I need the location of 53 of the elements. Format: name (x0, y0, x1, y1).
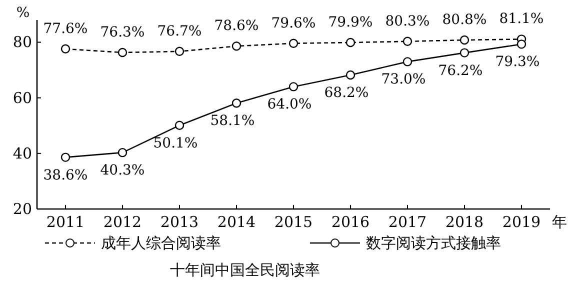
data-label: 58.1% (210, 113, 255, 130)
x-tick-label: 2013 (160, 213, 199, 231)
point (174, 46, 184, 56)
data-label: 78.6% (214, 18, 259, 34)
point (232, 42, 242, 51)
point (118, 148, 128, 158)
x-axis-title: 年 (552, 213, 567, 231)
point (60, 152, 70, 162)
y-tick-label: 20 (12, 200, 32, 218)
y-tick-label: 40 (12, 144, 32, 162)
x-tick-label: 2018 (445, 213, 484, 231)
text: 十年间中国全民阅读率 (170, 261, 320, 279)
data-label: 79.6% (271, 15, 316, 32)
point (174, 120, 184, 130)
point (118, 48, 128, 58)
data-label: 80.3% (385, 13, 430, 30)
y-axis-title: % (16, 5, 30, 21)
x-tick-label: 2019 (502, 213, 541, 231)
legend-label: 成年人综合阅读率 (101, 234, 221, 252)
data-label: 80.8% (442, 12, 487, 28)
y-tick-label: 80 (12, 33, 32, 52)
point (346, 70, 356, 80)
x-tick-label: 2017 (388, 213, 427, 231)
data-label: 79.3% (495, 54, 540, 70)
data-label: 64.0% (267, 96, 312, 113)
x-tick-label: 2012 (103, 213, 142, 231)
data-label: 77.6% (43, 20, 88, 37)
point (60, 44, 70, 54)
point (288, 82, 298, 92)
point (288, 38, 298, 48)
data-label: 81.1% (499, 11, 544, 28)
point (232, 98, 242, 108)
data-label: 38.6% (43, 167, 88, 184)
y-tick-label: 60 (12, 88, 32, 107)
point (402, 36, 412, 46)
data-label: 73.0% (381, 72, 426, 88)
data-label: 76.3% (100, 24, 145, 41)
point (346, 38, 356, 48)
data-label: 50.1% (153, 135, 198, 152)
point (460, 48, 470, 58)
point (460, 35, 470, 45)
x-tick-label: 2015 (274, 213, 313, 231)
x-tick-label: 2011 (46, 213, 85, 231)
legend-label: 数字阅读方式接触率 (366, 234, 501, 252)
data-label: 40.3% (100, 162, 145, 179)
x-tick-label: 2014 (217, 213, 256, 231)
data-label: 76.2% (438, 62, 483, 79)
x-tick-label: 2016 (331, 213, 370, 231)
data-label: 68.2% (324, 85, 369, 102)
point (402, 57, 412, 66)
data-label: 76.7% (157, 23, 202, 40)
point (516, 40, 526, 49)
data-label: 79.9% (328, 14, 373, 31)
